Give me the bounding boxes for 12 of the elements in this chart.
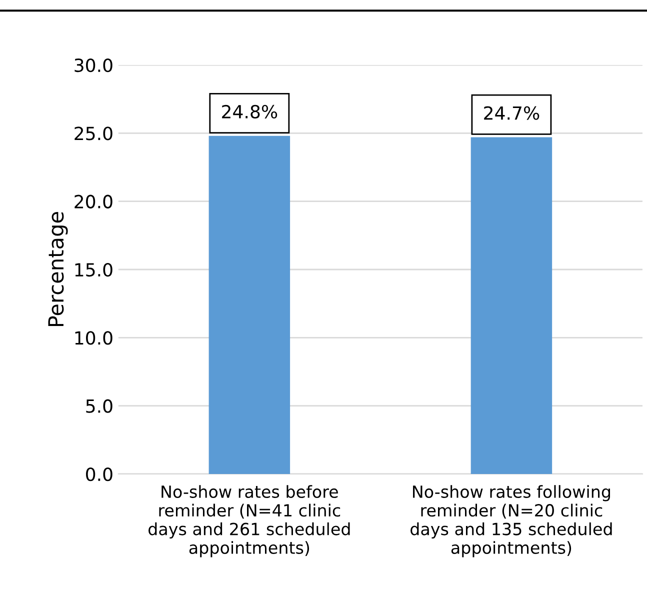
y-tick-label: 20.0 — [74, 194, 112, 208]
y-tick-label: 25.0 — [74, 126, 112, 140]
x-tick-label: No-show rates following reminder (N=20 clinic days and 135 scheduled appointments) — [410, 485, 612, 558]
y-tick-label: 5.0 — [86, 399, 112, 413]
y-axis-title: Percentage — [48, 212, 68, 326]
y-tick-label: 30.0 — [74, 58, 112, 72]
data-label: 24.8% — [222, 104, 278, 119]
y-tick-label: 0.0 — [86, 467, 112, 482]
y-tick-label: 10.0 — [75, 331, 112, 345]
data-label: 24.7% — [484, 106, 540, 120]
x-tick-label: No-show rates before reminder (N=41 clinic days and 261 scheduled appointments) — [148, 485, 350, 558]
y-tick-label: 15.0 — [75, 262, 112, 277]
